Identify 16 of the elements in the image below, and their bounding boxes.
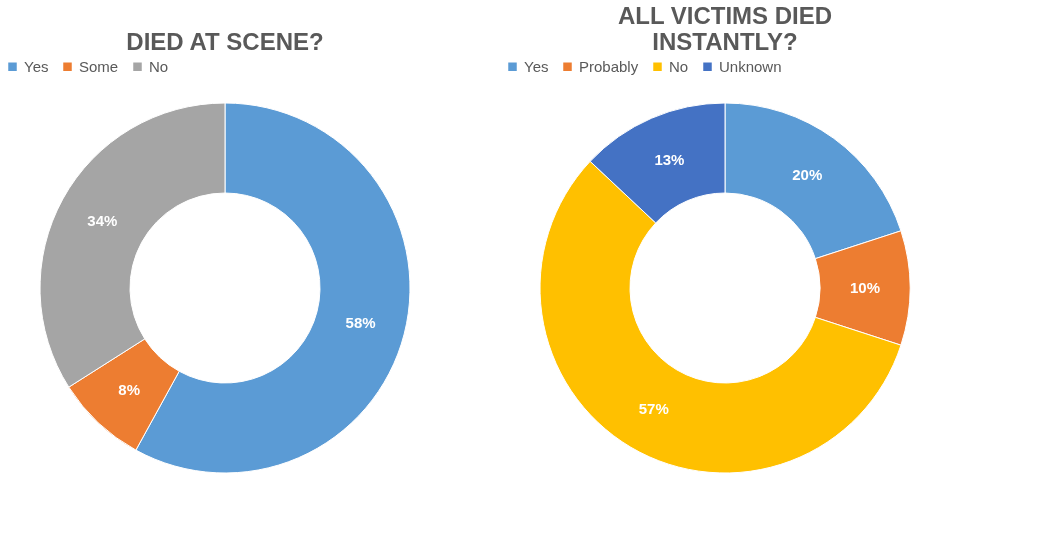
data-label: 8% bbox=[118, 381, 141, 399]
legend-label: Some bbox=[79, 57, 119, 75]
chart-title: ALL VICTIMS DIED INSTANTLY? bbox=[617, 2, 833, 55]
data-label: 20% bbox=[792, 165, 823, 183]
data-label: 13% bbox=[654, 150, 685, 168]
legend-label: No bbox=[669, 57, 689, 75]
legend-label: Yes bbox=[24, 57, 49, 75]
data-label: 57% bbox=[638, 399, 669, 417]
legend-label: No bbox=[149, 57, 169, 75]
legend-label: Probably bbox=[579, 57, 639, 75]
data-label: 34% bbox=[87, 211, 118, 229]
data-label: 58% bbox=[345, 313, 376, 331]
chart-title: DIED AT SCENE? bbox=[126, 28, 324, 55]
legend-label: Unknown bbox=[719, 57, 782, 75]
data-label: 10% bbox=[849, 279, 881, 296]
legend-label: Yes bbox=[524, 57, 549, 75]
